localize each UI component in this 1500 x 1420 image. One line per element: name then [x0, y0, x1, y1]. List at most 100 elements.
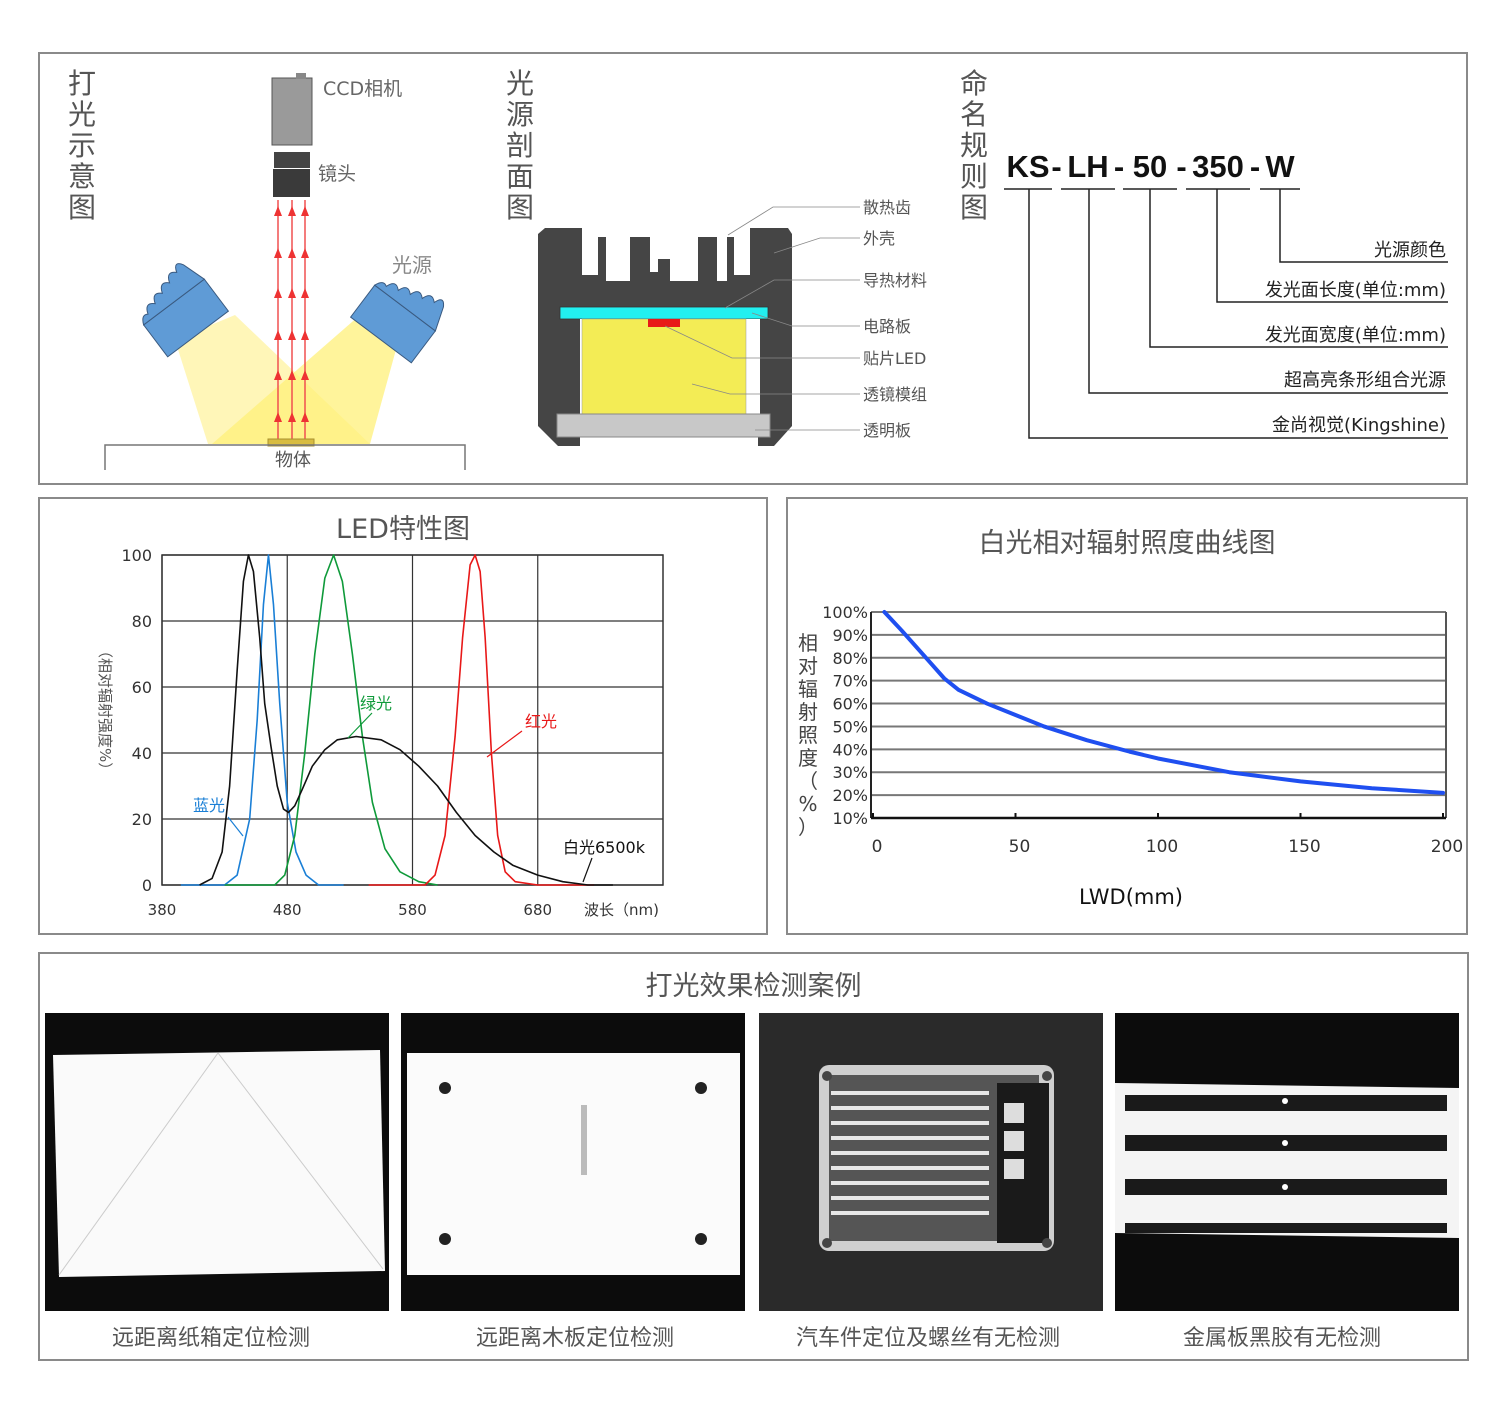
y-tick-label: 20%	[832, 786, 868, 805]
irradiance-chart-panel: 白光相对辐射照度曲线图	[786, 497, 1468, 935]
y-tick-label: 20	[132, 810, 152, 829]
y-axis-label: 相对辐射照度（%）	[798, 631, 818, 839]
code-part-color: W	[1265, 149, 1295, 184]
label-lens-module: 透镜模组	[863, 385, 927, 404]
case-caption-wood-board: 远距离木板定位检测	[475, 1326, 674, 1351]
y-tick-label: 50%	[832, 717, 868, 736]
series-line-3	[199, 554, 613, 886]
leader-lines	[664, 206, 860, 431]
case-photo-carton	[45, 1013, 389, 1311]
desc-length: 发光面长度(单位:mm)	[1265, 280, 1446, 301]
code-separator: -	[1114, 149, 1124, 184]
y-tick-label: 40	[132, 744, 152, 763]
x-tick-label: 480	[273, 901, 302, 919]
desc-brand: 金尚视觉(Kingshine)	[1272, 415, 1446, 436]
y-tick-label: 30%	[832, 763, 868, 782]
x-tick-label: 50	[1009, 837, 1031, 857]
case-caption-auto-part: 汽车件定位及螺丝有无检测	[795, 1326, 1060, 1351]
label-housing: 外壳	[863, 229, 895, 248]
irradiance-chart-title: 白光相对辐射照度曲线图	[978, 528, 1276, 559]
camera-label: CCD相机	[323, 78, 402, 100]
housing-shape	[538, 228, 792, 446]
label-smd-led: 贴片LED	[863, 349, 926, 368]
y-tick-label: 60%	[832, 695, 868, 714]
code-separator: -	[1250, 149, 1260, 184]
x-tick-label: 0	[872, 837, 883, 857]
y-tick-label: 90%	[832, 626, 868, 645]
lens-label: 镜头	[318, 163, 356, 185]
x-axis-label: LWD(mm)	[1079, 885, 1183, 909]
series-label-leader-2	[486, 730, 523, 758]
series-label-2: 红光	[525, 712, 557, 731]
series-label-1: 绿光	[360, 694, 392, 713]
led-chip-shape	[648, 319, 680, 327]
code-part-length: 350	[1192, 149, 1244, 184]
label-circuit-board: 电路板	[863, 317, 911, 336]
series-label-leader-1	[347, 712, 373, 739]
cross-section-diagram: 散热齿 外壳 导热材料 电路板 贴片LED 透镜模组 透明板	[538, 198, 927, 446]
desc-light-color: 光源颜色	[1374, 240, 1446, 261]
case-caption-metal-plate: 金属板黑胶有无检测	[1182, 1326, 1381, 1351]
lighting-diagram-title: 打光示意图	[67, 67, 96, 224]
series-label-0: 蓝光	[193, 796, 225, 815]
code-part-brand: KS	[1006, 149, 1049, 184]
model-code: KS - LH - 50 - 350 - W	[1006, 149, 1295, 184]
desc-series: 超高亮条形组合光源	[1284, 370, 1446, 391]
x-tick-label: 580	[398, 901, 427, 919]
led-chart-title: LED特性图	[336, 514, 470, 545]
label-thermal-material: 导热材料	[863, 271, 927, 290]
case-photo-wood-board	[401, 1013, 745, 1311]
y-tick-label: 100%	[822, 603, 868, 622]
x-tick-label: 380	[148, 901, 177, 919]
series-line-2	[368, 554, 595, 886]
series-line-0	[180, 554, 344, 886]
light-source-label: 光源	[392, 253, 432, 277]
series-label-leader-3	[582, 857, 593, 883]
series-label-3: 白光6500k	[563, 838, 646, 857]
y-tick-label: 40%	[832, 740, 868, 759]
x-tick-label: 680	[523, 901, 552, 919]
light-rays	[277, 200, 306, 440]
code-separator: -	[1176, 149, 1186, 184]
lens-module-shape	[581, 318, 747, 416]
stage-outline	[104, 444, 466, 470]
x-tick-label: 150	[1288, 837, 1320, 857]
label-transparent-plate: 透明板	[863, 421, 911, 440]
transparent-plate-shape	[556, 413, 771, 438]
naming-leader-lines	[1004, 188, 1448, 439]
lighting-diagram: CCD相机 镜头 光源 物体	[104, 73, 466, 471]
naming-title: 命名规则图	[959, 67, 988, 224]
y-tick-label: 70%	[832, 672, 868, 691]
y-tick-label: 100	[121, 546, 152, 565]
desc-width: 发光面宽度(单位:mm)	[1265, 325, 1446, 346]
series-line-1	[224, 554, 438, 886]
case-caption-carton: 远距离纸箱定位检测	[111, 1326, 310, 1351]
x-tick-label: 200	[1431, 837, 1463, 857]
ray-arrows	[274, 206, 309, 422]
series-label-leader-0	[227, 816, 244, 837]
y-tick-label: 80	[132, 612, 152, 631]
series-line-0	[882, 610, 1445, 795]
y-tick-label: 60	[132, 678, 152, 697]
y-axis-label: （相对辐射强度%）	[96, 643, 114, 777]
case-photo-auto-part	[759, 1013, 1103, 1311]
light-source-right-icon	[349, 282, 445, 364]
y-tick-label: 10%	[832, 809, 868, 828]
naming-diagram: KS - LH - 50 - 350 - W 光源颜色 发光面长度(单位:mm)…	[1004, 149, 1448, 439]
cross-section-title: 光源剖面图	[505, 67, 534, 224]
case-photo-metal-plate	[1115, 1013, 1459, 1311]
led-chart-panel: LED特性图	[38, 497, 768, 935]
object-shape	[267, 438, 315, 447]
y-tick-label: 80%	[832, 649, 868, 668]
code-part-series: LH	[1067, 149, 1108, 184]
x-tick-label: 100	[1146, 837, 1178, 857]
y-tick-label: 0	[142, 876, 152, 895]
x-axis-label: 波长（nm)	[584, 901, 659, 919]
light-source-left-icon	[142, 263, 230, 358]
irradiance-chart: 100% 90% 80% 70% 60% 50% 40% 30% 20% 10%0 50 100 150…	[798, 603, 1463, 909]
code-separator: -	[1051, 149, 1061, 184]
object-label: 物体	[275, 450, 311, 471]
cases-title: 打光效果检测案例	[645, 971, 862, 1002]
label-heat-sink-fins: 散热齿	[863, 198, 911, 217]
led-chart: 0 20 40 60 80 100 380 480 580 680 波长（nm) （相对辐射强度%） 蓝…	[96, 546, 664, 919]
